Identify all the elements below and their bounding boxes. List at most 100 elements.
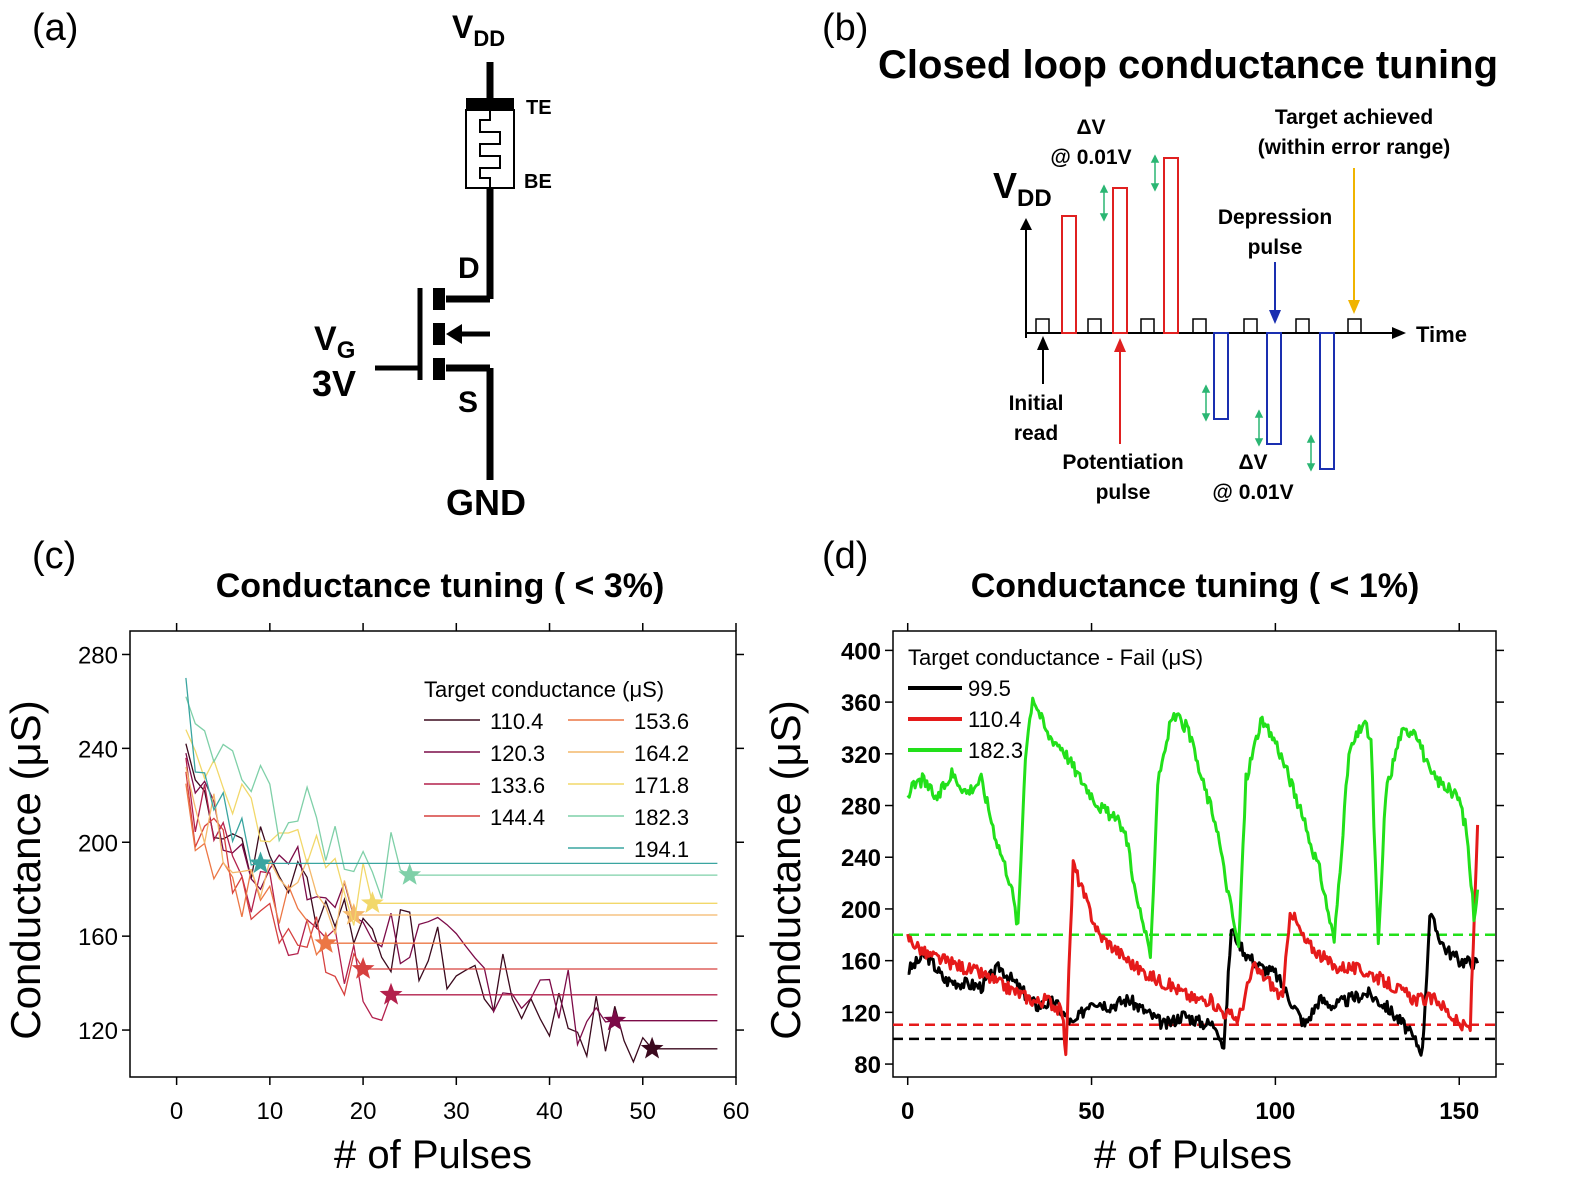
c-xtick-label: 20 <box>350 1098 377 1125</box>
source-contact <box>433 358 445 380</box>
chart-d-ylabel: Conductance (μS) <box>762 700 809 1039</box>
c-ytick-label: 160 <box>78 924 118 951</box>
circuit-diagram: VDD TE BE D S VG 3V GND <box>312 9 552 523</box>
d-ytick-label: 280 <box>841 794 881 821</box>
c-series-line-133.6 <box>185 757 718 1022</box>
source-label: S <box>458 386 478 419</box>
c-target-star-110.4 <box>640 1036 664 1059</box>
d-ytick-label: 80 <box>854 1052 881 1079</box>
depression-pulses <box>1213 332 1335 470</box>
c-ytick-label: 200 <box>78 830 118 857</box>
read-pulses <box>1035 318 1362 334</box>
chart-c-xlabel: # of Pulses <box>334 1133 532 1177</box>
d-ytick-label: 240 <box>841 845 881 872</box>
c-target-star-182.3 <box>398 863 422 885</box>
vg-label: VG <box>314 320 355 364</box>
chart-c-ylabel: Conductance (μS) <box>2 700 49 1039</box>
c-xtick-label: 30 <box>443 1098 470 1125</box>
top-electrode <box>466 98 514 110</box>
dv-top-line2: @ 0.01V <box>1050 146 1131 169</box>
dv-bottom-line1: ΔV <box>1238 451 1267 474</box>
c-series-line-182.3 <box>185 696 718 899</box>
d-xtick-label: 100 <box>1255 1098 1295 1125</box>
d-legend-label: 110.4 <box>968 707 1021 732</box>
chart-d-legend-title: Target conductance - Fail (μS) <box>908 645 1203 670</box>
c-target-star-120.3 <box>603 1008 627 1031</box>
memristor-filament <box>479 110 501 188</box>
d-xtick-label: 50 <box>1078 1098 1105 1125</box>
time-label: Time <box>1416 322 1467 347</box>
d-ytick-label: 200 <box>841 897 881 924</box>
d-legend-label: 182.3 <box>968 738 1023 763</box>
c-target-star-164.2 <box>342 903 366 925</box>
drain-contact <box>433 288 445 310</box>
body-contact <box>433 323 445 345</box>
te-label: TE <box>526 97 552 119</box>
d-plot-frame <box>892 630 1497 1078</box>
vg-value: 3V <box>312 363 356 404</box>
c-target-star-144.4 <box>351 957 375 979</box>
gnd-label: GND <box>446 482 526 523</box>
c-target-star-171.8 <box>361 891 384 913</box>
c-legend-label: 164.2 <box>634 741 689 766</box>
c-xtick-label: 50 <box>629 1098 656 1125</box>
depression-line1: Depression <box>1218 206 1332 229</box>
chart-c: Conductance tuning ( < 3%) # of Pulses C… <box>2 567 749 1177</box>
chart-c-legend-title: Target conductance (μS) <box>424 677 664 702</box>
c-target-star-153.6 <box>314 931 338 953</box>
c-legend-label: 144.4 <box>490 805 545 830</box>
target-line1: Target achieved <box>1275 106 1433 129</box>
panel-label-b: (b) <box>822 7 868 49</box>
potentiation-pulses <box>1061 157 1179 334</box>
c-series-line-164.2 <box>185 766 718 935</box>
d-ytick-label: 320 <box>841 742 881 769</box>
dv-bottom-line2: @ 0.01V <box>1212 481 1293 504</box>
d-series-line-182.3 <box>906 696 1480 959</box>
c-xtick-label: 10 <box>256 1098 283 1125</box>
c-xtick-label: 0 <box>170 1098 183 1125</box>
memristor-body <box>465 109 515 189</box>
c-ytick-label: 120 <box>78 1018 118 1045</box>
potentiation-line2: pulse <box>1096 481 1151 504</box>
panel-label-a: (a) <box>32 7 78 49</box>
d-ytick-label: 120 <box>841 1000 881 1027</box>
panel-label-c: (c) <box>32 535 76 577</box>
potentiation-line1: Potentiation <box>1062 451 1183 474</box>
d-series-line-110.4 <box>906 824 1480 1057</box>
initial-line2: read <box>1014 422 1058 445</box>
c-legend-label: 171.8 <box>634 773 689 798</box>
c-legend-label: 194.1 <box>634 837 689 862</box>
d-legend-label: 99.5 <box>968 676 1011 701</box>
dv-top-line1: ΔV <box>1076 116 1105 139</box>
d-ytick-label: 400 <box>841 638 881 665</box>
depression-line2: pulse <box>1248 236 1303 259</box>
c-series-line-120.3 <box>185 752 718 1048</box>
step-markers <box>1099 154 1316 472</box>
c-series-line-144.4 <box>185 771 718 997</box>
chart-d-title: Conductance tuning ( < 1%) <box>971 567 1420 605</box>
c-legend-label: 182.3 <box>634 805 689 830</box>
d-ytick-label: 360 <box>841 690 881 717</box>
c-ytick-label: 280 <box>78 642 118 669</box>
c-target-star-194.1 <box>249 851 272 874</box>
d-ytick-label: 160 <box>841 949 881 976</box>
c-series-line-153.6 <box>185 783 718 957</box>
c-legend-label: 120.3 <box>490 741 545 766</box>
body-arrow <box>446 324 462 344</box>
c-xtick-label: 60 <box>723 1098 750 1125</box>
c-plot-frame <box>129 630 737 1078</box>
vdd-label: VDD <box>452 9 505 51</box>
pulse-diagram: Closed loop conductance tuning VDD Time <box>878 43 1498 504</box>
panel-label-d: (d) <box>822 535 868 577</box>
d-xtick-label: 150 <box>1439 1098 1479 1125</box>
c-ytick-label: 240 <box>78 736 118 763</box>
d-series-line-99.5 <box>907 912 1480 1057</box>
chart-c-title: Conductance tuning ( < 3%) <box>216 567 665 605</box>
d-xtick-label: 0 <box>901 1098 914 1125</box>
drain-label: D <box>458 252 480 285</box>
c-legend-label: 153.6 <box>634 709 689 734</box>
initial-line1: Initial <box>1009 392 1064 415</box>
c-target-star-133.6 <box>379 982 403 1005</box>
c-legend-label: 133.6 <box>490 773 545 798</box>
c-xtick-label: 40 <box>536 1098 563 1125</box>
